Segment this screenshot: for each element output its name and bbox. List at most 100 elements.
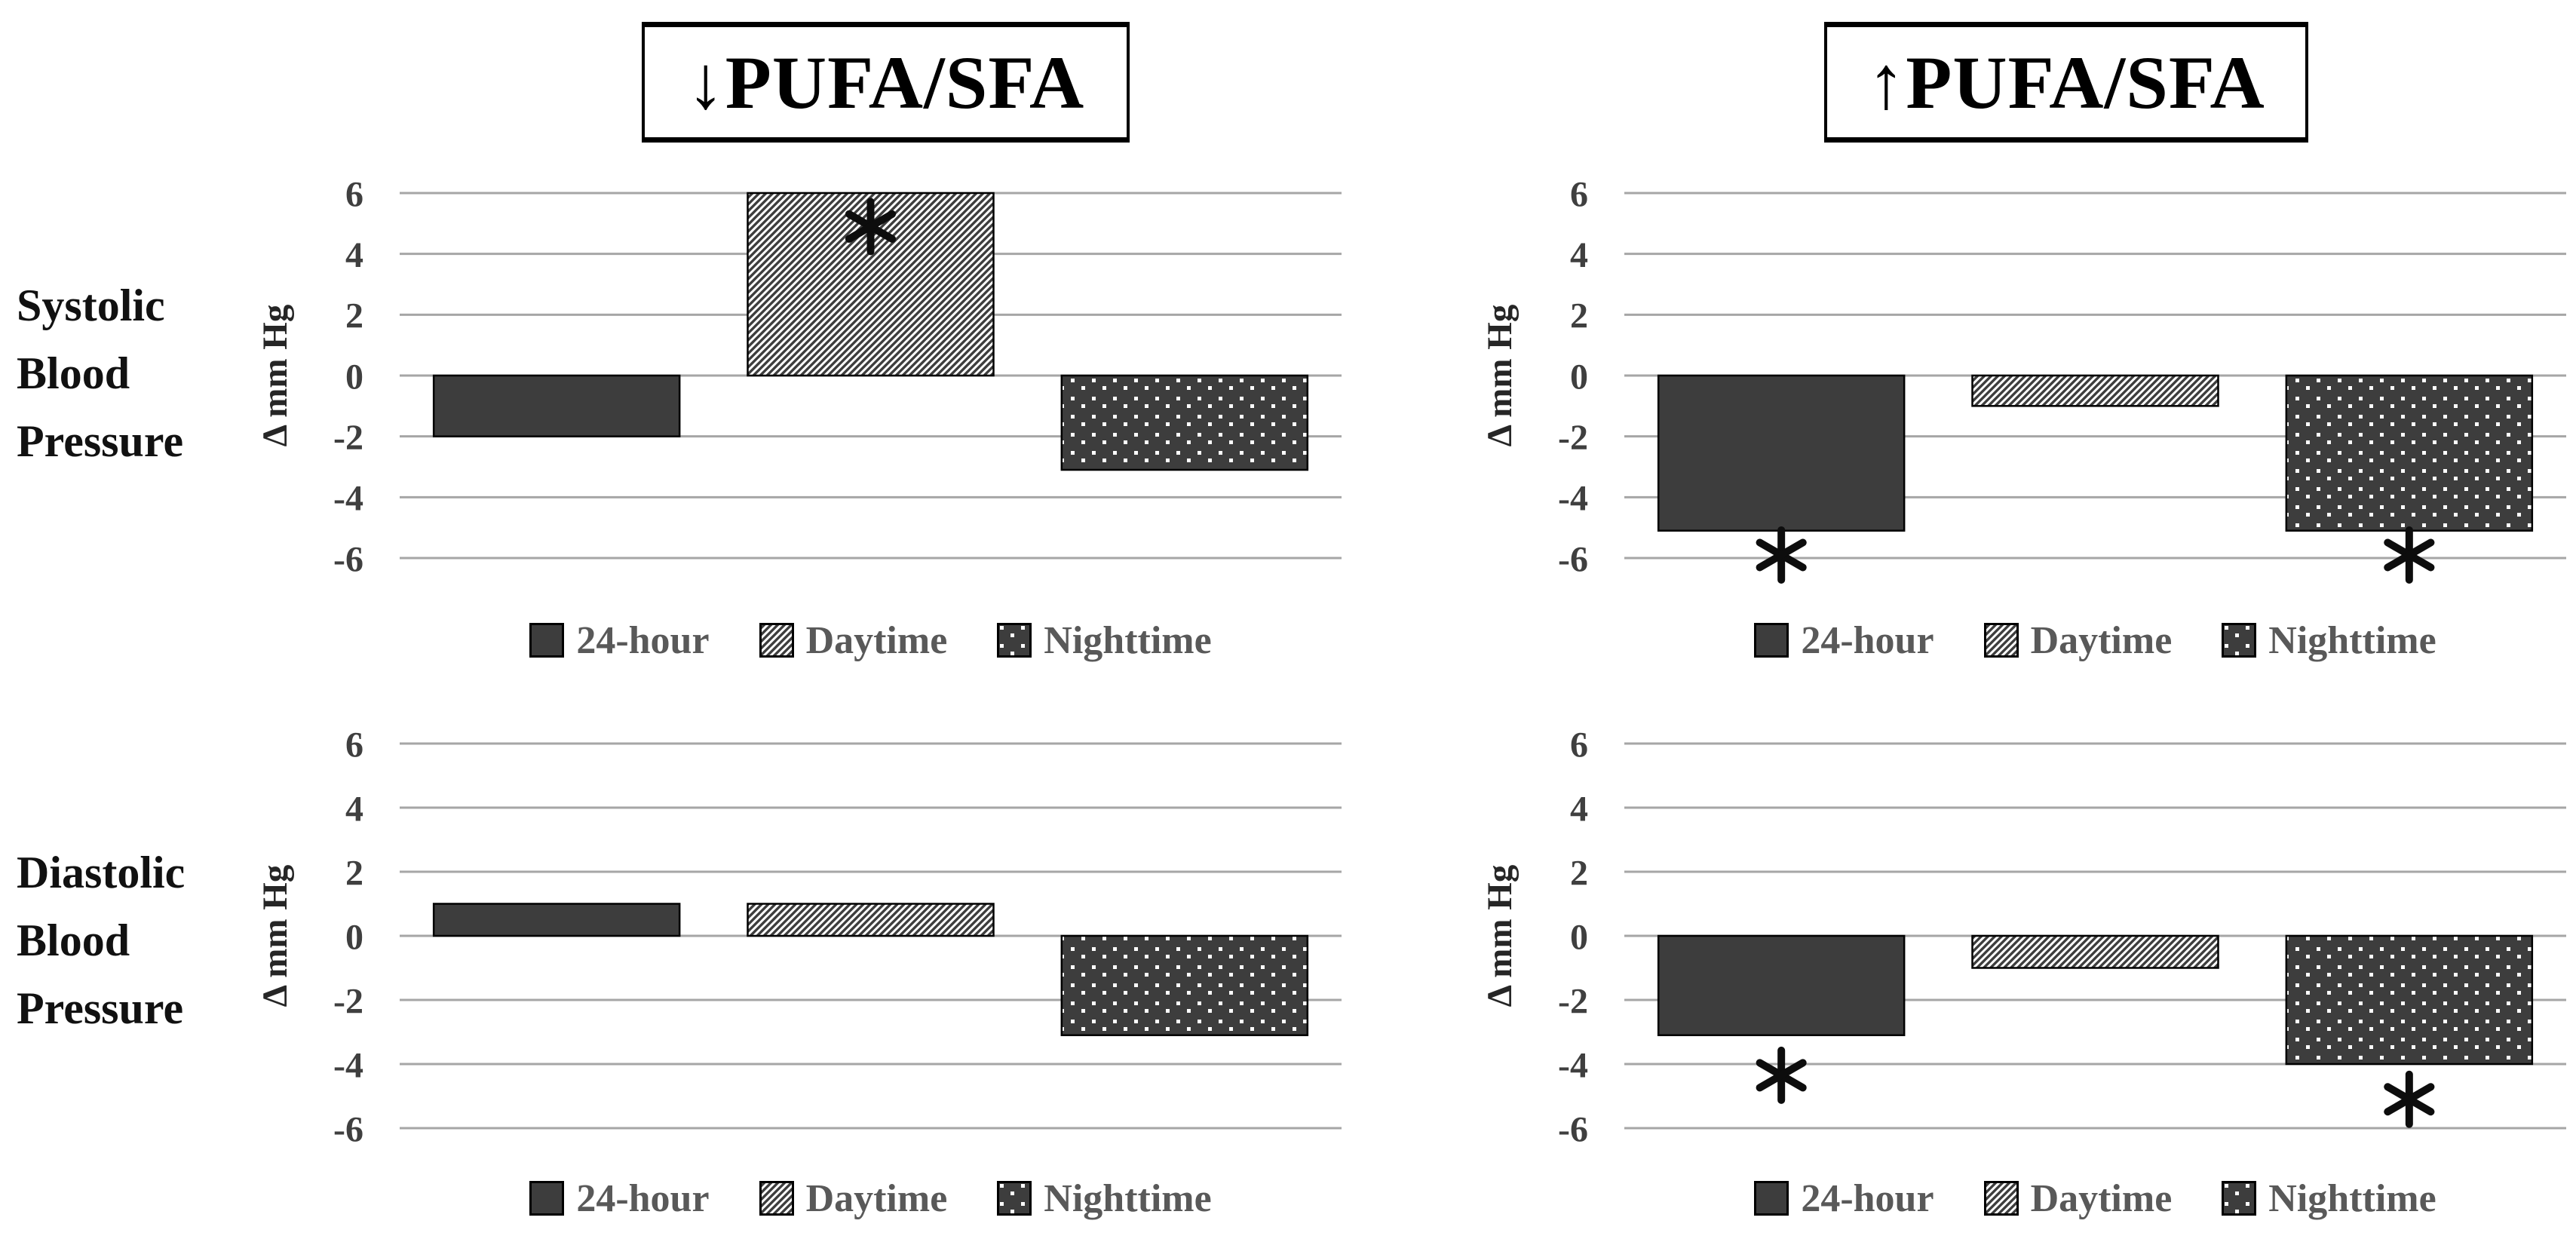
y-tick-label: 2	[345, 296, 363, 336]
legend-item-24-hour: 24-hour	[1754, 618, 1934, 663]
significance-asterisk-24-hour	[1756, 526, 1807, 584]
row-label-diastolic: Diastolic Blood Pressure	[17, 839, 265, 1042]
y-tick-label: 4	[1570, 235, 1588, 275]
legend-swatch-solid-icon	[1754, 1181, 1789, 1216]
y-tick-label: 0	[1570, 917, 1588, 957]
y-tick-label: 6	[1570, 174, 1588, 214]
legend-item-nighttime: Nighttime	[997, 1176, 1212, 1221]
y-axis-label: Δ mm Hg	[256, 864, 295, 1007]
bar-24-hour	[1657, 934, 1906, 1036]
chart-diastolic-higher-pufa-sfa: 6 4 2 0 -2 -4 -6 Δ mm Hg	[1480, 725, 2566, 1149]
y-tick-label: -4	[333, 1045, 363, 1085]
chart-systolic-higher-pufa-sfa: 6 4 2 0 -2 -4 -6 Δ mm Hg	[1480, 174, 2566, 584]
bar-24-hour	[432, 374, 681, 437]
bar-24-hour	[1657, 374, 1906, 532]
y-tick-label: -2	[1558, 418, 1588, 458]
y-tick-label: 2	[1570, 853, 1588, 893]
y-axis-label: Δ mm Hg	[1480, 304, 1520, 446]
row-label-line: Pressure	[17, 416, 184, 466]
legend-item-daytime: Daytime	[1983, 618, 2173, 663]
legend-label: Nighttime	[1044, 618, 1212, 662]
legend-item-daytime: Daytime	[1983, 1176, 2172, 1221]
bar-nighttime	[1060, 374, 1309, 471]
legend-diastolic-lower-pufa-sfa: 24-hour Daytime Nighttime	[400, 1176, 1342, 1221]
y-tick-label: 0	[345, 917, 363, 957]
bar-daytime	[1971, 374, 2219, 407]
legend-swatch-dots-icon	[2222, 623, 2257, 658]
chart-systolic-lower-pufa-sfa: 6 4 2 0 -2 -4 -6 Δ mm Hg	[256, 174, 1342, 579]
row-label-line: Blood	[17, 915, 130, 965]
legend-systolic-lower-pufa-sfa: 24-hour Daytime Nighttime	[400, 618, 1342, 663]
bar-nighttime	[2285, 374, 2534, 532]
y-tick-label: -2	[1558, 981, 1588, 1021]
y-tick-label: 6	[1570, 725, 1588, 765]
legend-swatch-dots-icon	[997, 1181, 1032, 1216]
y-tick-label: -6	[333, 1109, 363, 1149]
legend-swatch-rect	[1983, 1181, 2019, 1216]
legend-swatch-rect	[997, 623, 1032, 658]
legend-swatch-diagonal-hatch-icon	[759, 623, 794, 658]
significance-asterisk-24-hour	[1756, 1046, 1807, 1104]
y-tick-label: 6	[345, 725, 363, 765]
y-tick-label: -6	[1558, 1109, 1588, 1149]
row-label-systolic: Systolic Blood Pressure	[17, 271, 265, 475]
legend-swatch-rect	[529, 623, 565, 658]
significance-asterisk-daytime	[845, 198, 897, 256]
legend-swatch-rect	[997, 1181, 1032, 1216]
row-label-line: Diastolic	[17, 848, 186, 897]
y-tick-label: -6	[1558, 539, 1588, 579]
bar-24-hour	[432, 903, 681, 937]
legend-item-24-hour: 24-hour	[529, 618, 710, 663]
chart-diastolic-lower-pufa-sfa: 6 4 2 0 -2 -4 -6 Δ mm Hg	[256, 725, 1342, 1149]
legend-swatch-rect	[1754, 623, 1789, 658]
bar-nighttime	[2285, 934, 2534, 1066]
legend-swatch-solid-icon	[1754, 623, 1789, 658]
y-tick-label: -4	[1558, 479, 1588, 519]
row-label-line: Pressure	[17, 983, 184, 1033]
y-tick-label: 2	[1570, 296, 1588, 336]
legend-label: 24-hour	[1801, 618, 1934, 662]
y-tick-label: 6	[345, 174, 363, 214]
legend-item-nighttime: Nighttime	[2222, 1176, 2436, 1221]
legend-label: 24-hour	[576, 1176, 710, 1220]
legend-swatch-dots-icon	[997, 623, 1032, 658]
legend-swatch-rect	[2222, 1181, 2257, 1216]
legend-swatch-rect	[1754, 1181, 1789, 1216]
legend-label: 24-hour	[576, 618, 710, 662]
row-label-line: Systolic	[17, 281, 165, 330]
legend-swatch-solid-icon	[529, 623, 565, 658]
y-tick-label: 4	[345, 235, 363, 275]
legend-item-nighttime: Nighttime	[997, 618, 1212, 663]
legend-swatch-diagonal-hatch-icon	[759, 1181, 794, 1216]
legend-item-daytime: Daytime	[759, 1176, 948, 1221]
bar-daytime	[1971, 934, 2219, 969]
y-tick-label: 4	[345, 789, 363, 829]
y-tick-label: -2	[333, 418, 363, 458]
legend-swatch-solid-icon	[529, 1181, 565, 1216]
title-box-lower-pufa-sfa: ↓PUFA/SFA	[642, 22, 1130, 143]
legend-swatch-diagonal-hatch-icon	[1983, 1181, 2019, 1216]
legend-swatch-rect	[759, 1181, 794, 1216]
y-tick-label: -4	[1558, 1045, 1588, 1085]
title-text-higher-pufa-sfa: ↑PUFA/SFA	[1867, 40, 2265, 124]
title-box-higher-pufa-sfa: ↑PUFA/SFA	[1824, 22, 2308, 143]
y-axis-label: Δ mm Hg	[256, 304, 295, 446]
legend-item-24-hour: 24-hour	[1754, 1176, 1934, 1221]
legend-swatch-rect	[2222, 623, 2257, 658]
row-label-line: Blood	[17, 348, 130, 398]
y-tick-label: 0	[345, 357, 363, 397]
legend-label: Daytime	[2030, 618, 2173, 662]
title-text-lower-pufa-sfa: ↓PUFA/SFA	[686, 40, 1085, 124]
legend-systolic-higher-pufa-sfa: 24-hour Daytime Nighttime	[1624, 618, 2566, 663]
legend-label: Daytime	[805, 1176, 948, 1220]
legend-label: Daytime	[805, 618, 948, 662]
y-tick-label: 0	[1570, 357, 1588, 397]
significance-asterisk-nighttime	[2384, 526, 2435, 584]
bar-nighttime	[1060, 934, 1309, 1036]
legend-label: Nighttime	[2268, 1176, 2436, 1220]
legend-swatch-dots-icon	[2222, 1181, 2257, 1216]
y-tick-label: -2	[333, 981, 363, 1021]
y-tick-label: -6	[333, 539, 363, 579]
legend-item-nighttime: Nighttime	[2222, 618, 2436, 663]
